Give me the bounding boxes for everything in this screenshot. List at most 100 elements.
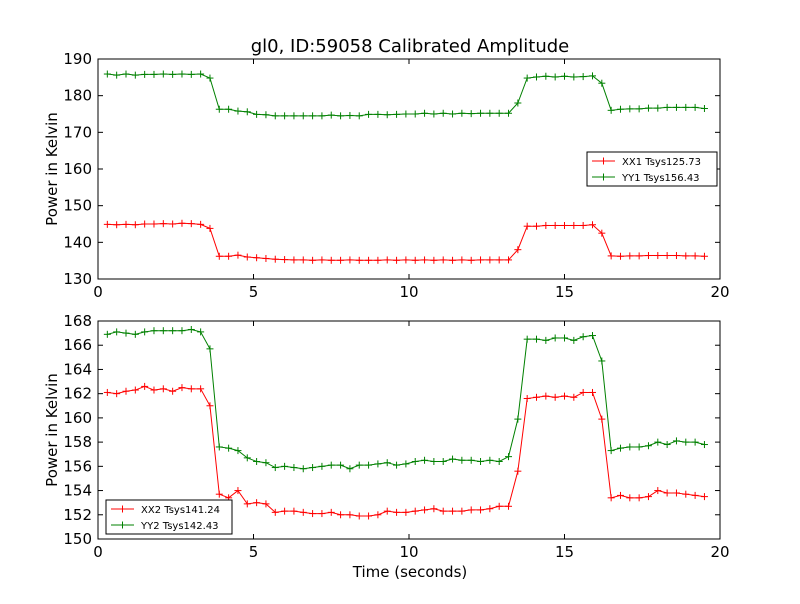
bottom-data-point [271, 464, 279, 472]
top-data-point [682, 103, 690, 111]
top-data-point [159, 70, 167, 78]
bottom-data-point [299, 465, 307, 473]
bottom-data-point [607, 494, 615, 502]
bottom-data-point [318, 510, 326, 518]
bottom-legend-item: YY2 Tsys142.43 [111, 521, 219, 532]
bottom-data-point [337, 461, 345, 469]
top-data-point [635, 252, 643, 260]
top-x-tick-label: 0 [93, 283, 103, 301]
bottom-x-tick-label: 15 [555, 543, 574, 561]
bottom-legend-item: XX2 Tsys141.24 [111, 505, 220, 516]
bottom-data-point [299, 508, 307, 516]
top-y-tick-label: 150 [63, 197, 92, 215]
bottom-data-point [700, 493, 708, 501]
bottom-x-tick-label: 10 [399, 543, 418, 561]
bottom-y-tick-label: 154 [63, 482, 92, 500]
top-y-tick-label: 180 [63, 87, 92, 105]
bottom-data-point [215, 490, 223, 498]
bottom-data-point [103, 388, 111, 396]
bottom-data-point [505, 502, 513, 510]
bottom-data-point [197, 385, 205, 393]
top-data-point [393, 256, 401, 264]
top-data-point [262, 111, 270, 119]
top-data-point [383, 256, 391, 264]
top-data-point [467, 256, 475, 264]
bottom-data-point [523, 395, 531, 403]
top-legend-label: YY1 Tsys156.43 [621, 173, 700, 184]
top-data-point [281, 112, 289, 120]
bottom-data-point [122, 387, 130, 395]
top-data-point [588, 221, 596, 229]
top-data-point [598, 79, 606, 87]
bottom-data-point [225, 444, 233, 452]
bottom-data-point [243, 500, 251, 508]
bottom-data-point [215, 443, 223, 451]
top-y-tick-label: 170 [63, 123, 92, 141]
top-data-point [700, 252, 708, 260]
bottom-data-point [346, 465, 354, 473]
bottom-data-point [514, 467, 522, 475]
top-data-point [691, 252, 699, 260]
top-data-point [551, 73, 559, 81]
bottom-data-point [243, 454, 251, 462]
bottom-data-point [495, 457, 503, 465]
top-data-point [421, 109, 429, 117]
bottom-data-point [234, 447, 242, 455]
bottom-y-tick-label: 166 [63, 336, 92, 354]
bottom-data-point [598, 357, 606, 365]
bottom-data-point [588, 388, 596, 396]
top-data-point [411, 256, 419, 264]
bottom-data-point [178, 384, 186, 392]
bottom-data-point [262, 500, 270, 508]
top-data-point [607, 106, 615, 114]
bottom-x-tick-label: 0 [93, 543, 103, 561]
bottom-data-point [570, 393, 578, 401]
bottom-y-tick-label: 150 [63, 530, 92, 548]
bottom-data-point [495, 502, 503, 510]
bottom-data-point [206, 345, 214, 353]
bottom-data-point [439, 457, 447, 465]
bottom-data-point [253, 499, 261, 507]
top-chart-title: gl0, ID:59058 Calibrated Amplitude [251, 36, 570, 57]
bottom-data-point [122, 329, 130, 337]
top-series-2 [103, 70, 708, 120]
top-data-point [131, 71, 139, 79]
bottom-data-point [654, 438, 662, 446]
top-data-point [421, 256, 429, 264]
bottom-data-point [365, 512, 373, 520]
top-data-point [626, 105, 634, 113]
top-data-point [141, 70, 149, 78]
top-data-point [122, 70, 130, 78]
top-data-point [672, 252, 680, 260]
top-data-point [131, 221, 139, 229]
top-data-point [561, 221, 568, 229]
bottom-data-point [458, 507, 466, 515]
bottom-legend: XX2 Tsys141.24 YY2 Tsys142.43 [105, 499, 233, 535]
bottom-data-point [103, 330, 111, 338]
top-data-point [159, 220, 167, 228]
top-data-point [411, 110, 419, 118]
top-data-point [234, 107, 242, 115]
top-data-point [626, 252, 634, 260]
top-data-point [197, 70, 205, 78]
top-data-point [253, 254, 261, 262]
top-data-point [430, 256, 438, 264]
bottom-data-point [700, 441, 708, 449]
top-data-point [281, 256, 289, 264]
bottom-data-point [691, 438, 699, 446]
top-legend-box [586, 151, 718, 187]
top-y-axis-label: Power in Kelvin [43, 112, 61, 226]
top-data-point [598, 229, 606, 237]
top-y-tick-label: 130 [63, 270, 92, 288]
bottom-data-point [682, 438, 690, 446]
top-data-point [644, 252, 652, 260]
bottom-y-tick-label: 156 [63, 457, 92, 475]
bottom-data-point [626, 494, 634, 502]
top-data-point [477, 256, 485, 264]
top-y-tick-label: 160 [63, 160, 92, 178]
bottom-y-tick-label: 158 [63, 433, 92, 451]
bottom-data-point [290, 464, 298, 472]
bottom-data-point [309, 510, 317, 518]
top-series-1 [103, 219, 708, 264]
top-data-point [542, 221, 550, 229]
